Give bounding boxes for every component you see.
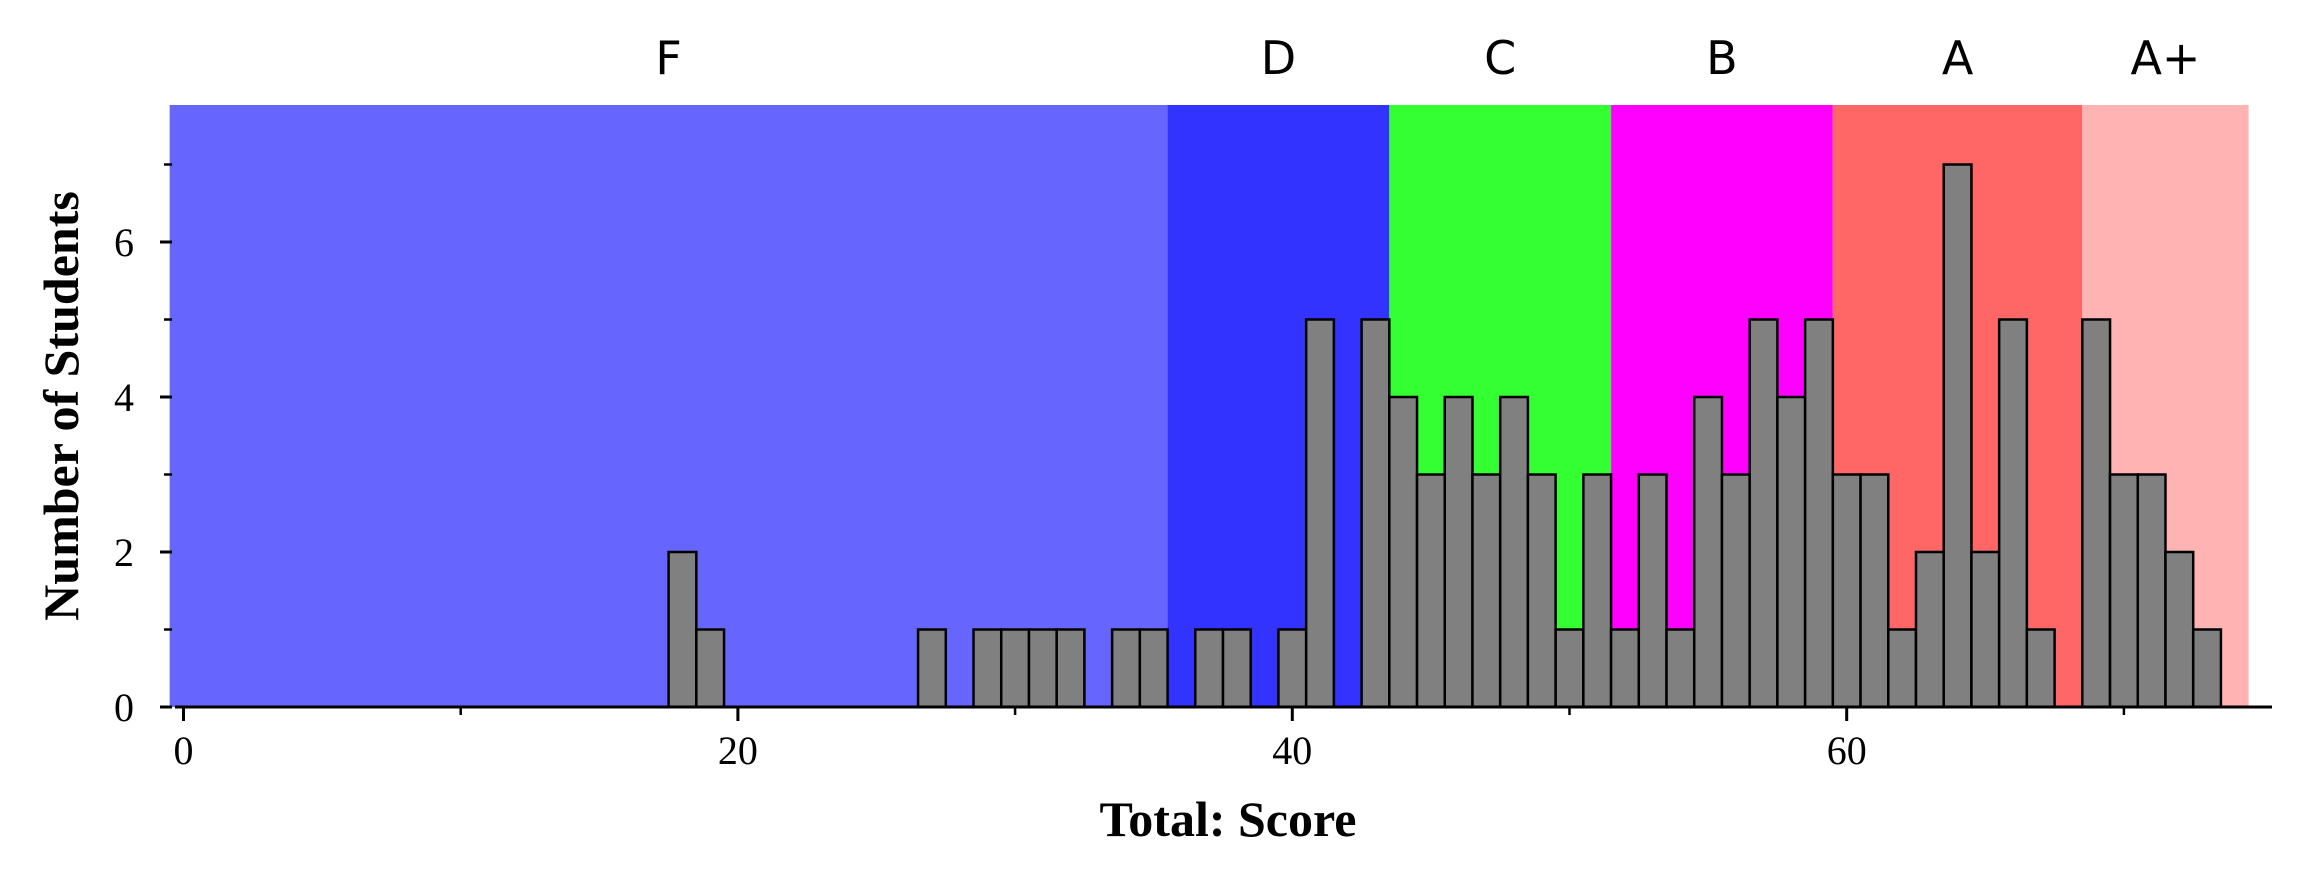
- histogram-bar: [916, 628, 948, 709]
- y-tick-label: 0: [114, 685, 134, 730]
- histogram-bar: [667, 550, 698, 709]
- y-tick-label: 2: [114, 530, 134, 575]
- histogram-bar: [1498, 395, 1530, 709]
- histogram-bar: [972, 628, 1003, 709]
- histogram-bar: [1720, 473, 1751, 709]
- grade-band-label: B: [1706, 31, 1738, 85]
- histogram-bar: [1997, 318, 2029, 709]
- histogram-bar: [1582, 473, 1613, 709]
- grade-band-label: F: [655, 31, 681, 85]
- histogram-bar: [2191, 628, 2223, 709]
- x-tick-label: 0: [174, 728, 194, 773]
- histogram-bar: [2164, 550, 2195, 709]
- x-tick-label: 20: [718, 728, 758, 773]
- histogram-bar: [1554, 628, 1585, 709]
- grade-band-label: A: [1942, 31, 1974, 85]
- histogram-bar: [695, 628, 726, 709]
- histogram-bar: [1831, 473, 1862, 709]
- histogram-bar: [999, 628, 1031, 709]
- histogram-bar: [1277, 628, 1308, 709]
- histogram-bar: [1138, 628, 1169, 709]
- histogram-bars: [667, 163, 2223, 709]
- histogram-bar: [2108, 473, 2140, 709]
- histogram-bar: [1887, 628, 1918, 709]
- histogram-bar: [1055, 628, 1086, 709]
- histogram-bar: [1665, 628, 1696, 709]
- histogram-bar: [1692, 395, 1724, 709]
- histogram-bar: [1776, 395, 1807, 709]
- histogram-bar: [1859, 473, 1890, 709]
- x-tick-label: 40: [1272, 728, 1312, 773]
- histogram-bar: [1360, 318, 1391, 709]
- histogram-bar: [1526, 473, 1557, 709]
- histogram-bar: [1970, 550, 2001, 709]
- histogram-bar: [1027, 628, 1058, 709]
- x-axis-title: Total: Score: [1100, 791, 1357, 847]
- histogram-bar: [2081, 318, 2112, 709]
- histogram-bar: [1443, 395, 1474, 709]
- y-axis-title: Number of Students: [33, 191, 89, 621]
- grade-band-label: D: [1261, 31, 1296, 85]
- histogram-bar: [1388, 395, 1419, 709]
- histogram-bar: [1609, 628, 1641, 709]
- histogram-bar: [1304, 318, 1336, 709]
- histogram-bar: [2136, 473, 2167, 709]
- grade-band-labels: F D C B A A+: [655, 31, 2200, 85]
- histogram-bar: [1637, 473, 1668, 709]
- grade-band-label: A+: [2130, 31, 2200, 85]
- histogram-bar: [1415, 473, 1447, 709]
- x-tick-label: 60: [1827, 728, 1867, 773]
- histogram-bar: [1748, 318, 1779, 709]
- histogram-bar: [1942, 163, 1973, 709]
- histogram-bar: [2025, 628, 2056, 709]
- histogram-bar: [1110, 628, 1142, 709]
- histogram-bar: [1803, 318, 1835, 709]
- histogram-bar: [1914, 550, 1945, 709]
- y-tick-label: 4: [114, 375, 134, 420]
- histogram-bar: [1194, 628, 1225, 709]
- histogram-bar: [1471, 473, 1502, 709]
- grade-band-d: [1167, 105, 1390, 707]
- y-tick-label: 6: [114, 220, 134, 265]
- histogram-bar: [1221, 628, 1252, 709]
- axis-ticks: 0 20 40 60 0 2 4 6: [114, 163, 2126, 773]
- grade-band-label: C: [1484, 31, 1516, 85]
